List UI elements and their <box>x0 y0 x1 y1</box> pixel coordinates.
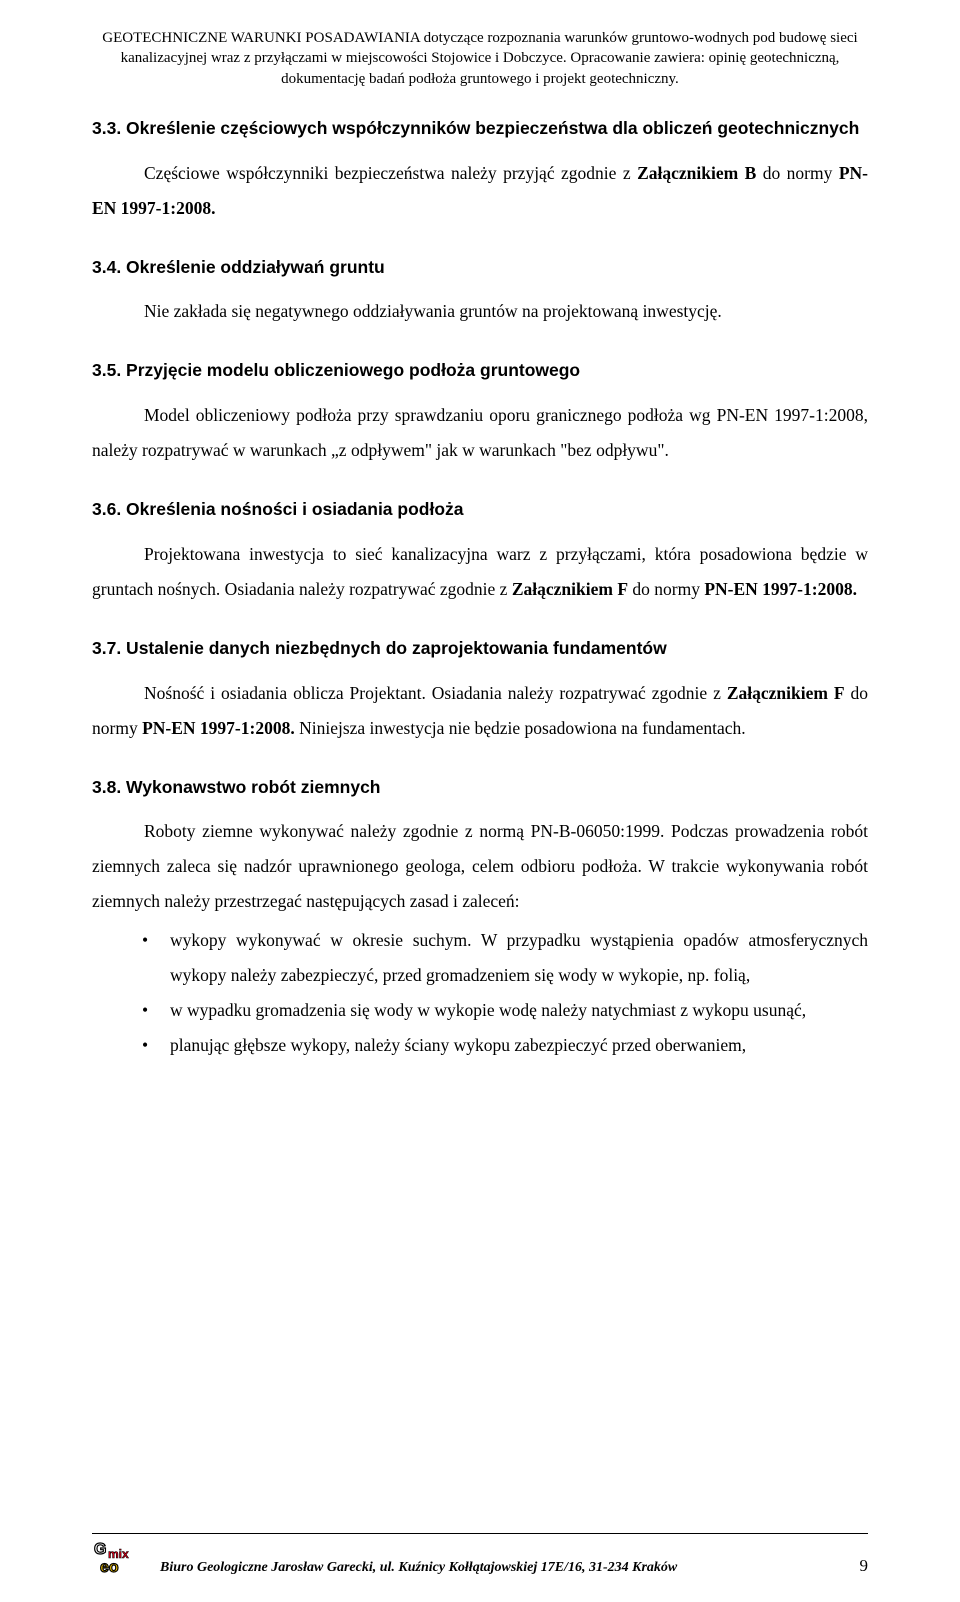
bullet-item: w wypadku gromadzenia się wody w wykopie… <box>92 993 868 1028</box>
page-footer: G mix eo Biuro Geologiczne Jarosław Gare… <box>92 1533 868 1576</box>
section-3-6-body: Projektowana inwestycja to sieć kanaliza… <box>92 537 868 607</box>
bullet-item: wykopy wykonywać w okresie suchym. W prz… <box>92 923 868 993</box>
page-number: 9 <box>860 1556 869 1576</box>
footer-text: Biuro Geologiczne Jarosław Garecki, ul. … <box>160 1560 677 1576</box>
section-3-8-title: 3.8. Wykonawstwo robót ziemnych <box>92 776 868 799</box>
section-3-5-title: 3.5. Przyjęcie modelu obliczeniowego pod… <box>92 359 868 382</box>
section-3-8-bullets: wykopy wykonywać w okresie suchym. W prz… <box>92 923 868 1063</box>
svg-text:eo: eo <box>100 1559 119 1576</box>
section-3-5-body: Model obliczeniowy podłoża przy sprawdza… <box>92 398 868 468</box>
section-3-7-title: 3.7. Ustalenie danych niezbędnych do zap… <box>92 637 868 660</box>
document-header: GEOTECHNICZNE WARUNKI POSADAWIANIA dotyc… <box>92 28 868 89</box>
section-3-3-title: 3.3. Określenie częściowych współczynnik… <box>92 117 868 140</box>
section-3-4-title: 3.4. Określenie oddziaływań gruntu <box>92 256 868 279</box>
section-3-7-body: Nośność i osiadania oblicza Projektant. … <box>92 676 868 746</box>
svg-text:G: G <box>94 1541 106 1558</box>
header-line-3: dokumentację badań podłoża gruntowego i … <box>92 69 868 89</box>
header-line-2: kanalizacyjnej wraz z przyłączami w miej… <box>92 48 868 68</box>
section-3-4-body: Nie zakłada się negatywnego oddziaływani… <box>92 294 868 329</box>
bullet-item: planując głębsze wykopy, należy ściany w… <box>92 1028 868 1063</box>
section-3-3-body: Częściowe współczynniki bezpieczeństwa n… <box>92 156 868 226</box>
header-line-1: GEOTECHNICZNE WARUNKI POSADAWIANIA dotyc… <box>92 28 868 48</box>
section-3-8-body: Roboty ziemne wykonywać należy zgodnie z… <box>92 814 868 919</box>
company-logo-icon: G mix eo <box>92 1538 150 1576</box>
section-3-6-title: 3.6. Określenia nośności i osiadania pod… <box>92 498 868 521</box>
